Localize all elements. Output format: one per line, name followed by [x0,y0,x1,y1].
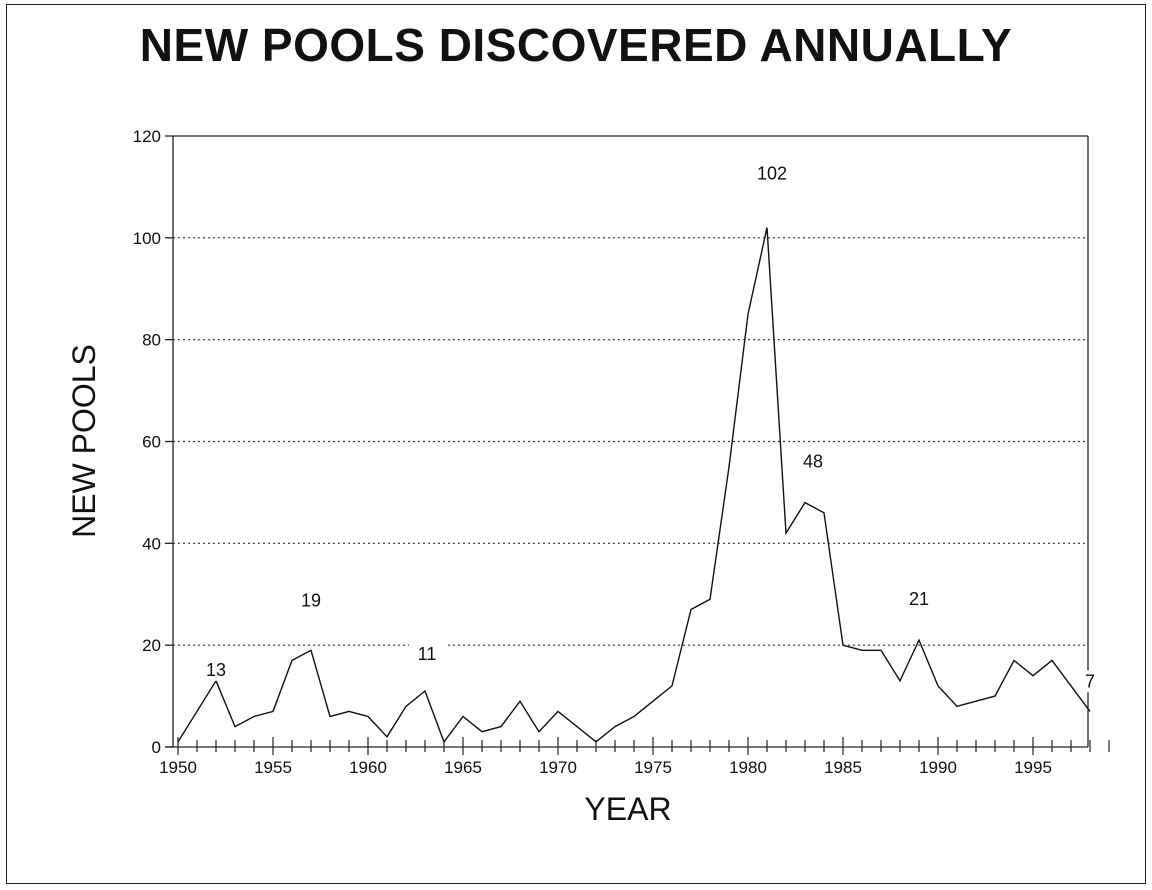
data-label-1952: 13 [206,660,226,680]
data-labels: 13 19 11 102 48 21 7 [198,162,1103,693]
y-tick-label-20: 20 [142,636,161,655]
x-tick-label-1955: 1955 [254,758,292,777]
data-label-bg-1989 [901,588,937,611]
data-label-bg-1957 [293,589,329,612]
data-label-1998: 7 [1085,671,1095,691]
x-tick-label-1985: 1985 [824,758,862,777]
grid-lines [173,237,1088,646]
y-tick-label-120: 120 [133,127,161,146]
y-axis-title: NEW POOLS [66,344,102,538]
x-tick-label-1990: 1990 [919,758,957,777]
chart-frame [6,4,1146,884]
x-tick-label-1995: 1995 [1014,758,1052,777]
x-axis-title: YEAR [584,791,671,827]
y-tick-label-60: 60 [142,433,161,452]
y-tick-label-40: 40 [142,534,161,553]
x-tick-label-1960: 1960 [349,758,387,777]
data-label-bg-1981 [748,162,796,185]
y-tick-label-0: 0 [152,738,161,757]
x-tick-label-1975: 1975 [634,758,672,777]
series-line [177,227,1091,744]
chart-title: NEW POOLS DISCOVERED ANNUALLY [139,19,1013,71]
data-label-bg-1952 [198,658,234,681]
data-label-1963: 11 [418,644,437,664]
data-label-1989: 21 [909,589,929,609]
ticks: 0 20 40 60 80 100 120 1950 1955 1960 1965 1970 1975 1… [133,127,1110,777]
y-tick-label-100: 100 [133,229,161,248]
data-label-bg-1963 [409,642,445,665]
series [177,227,1091,744]
y-tick-label-80: 80 [142,331,161,350]
x-tick-label-1980: 1980 [729,758,767,777]
data-label-bg-1983 [795,450,831,473]
x-tick-label-1970: 1970 [539,758,577,777]
data-label-1983: 48 [803,452,823,472]
data-label-1981: 102 [757,164,787,184]
x-tick-label-1965: 1965 [444,758,482,777]
data-label-1957: 19 [301,590,321,610]
data-label-bg-1998 [1077,670,1103,693]
x-tick-label-1950: 1950 [159,758,197,777]
